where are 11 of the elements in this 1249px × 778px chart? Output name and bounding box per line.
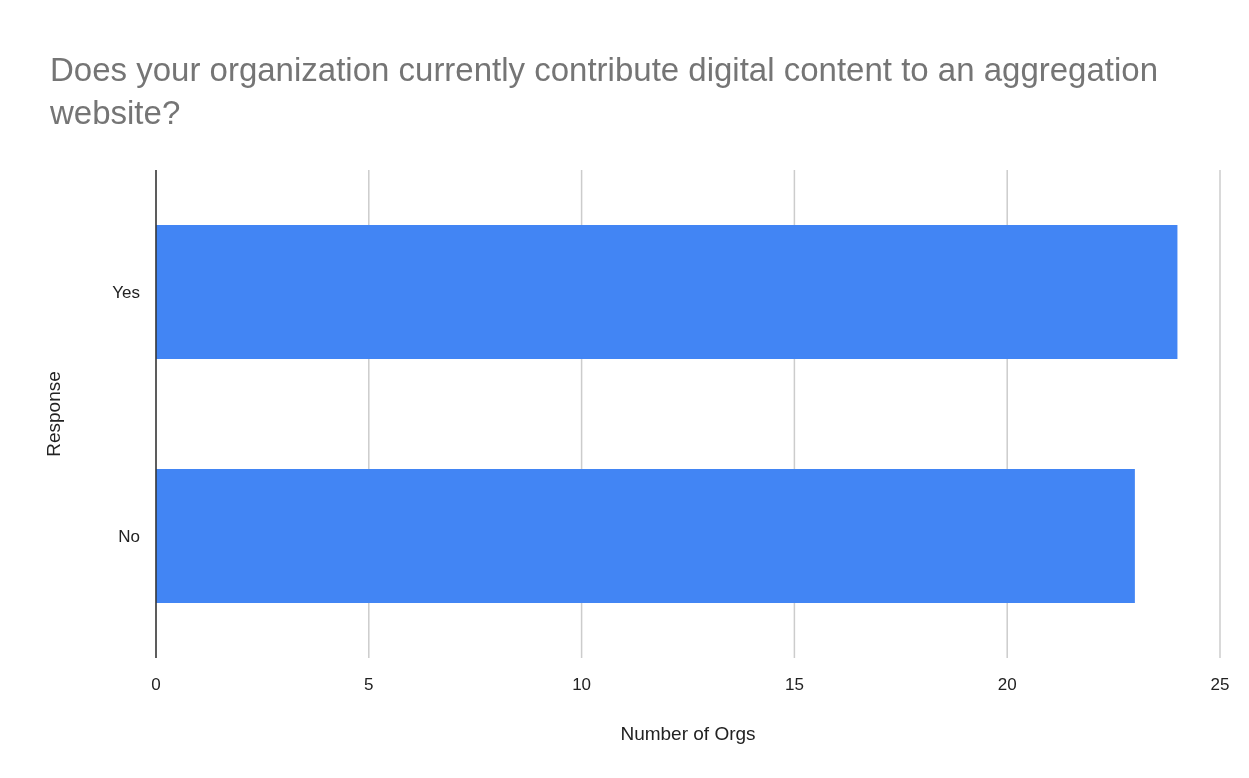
- x-tick-label: 25: [1210, 675, 1230, 695]
- y-tick-label: Yes: [112, 283, 140, 303]
- x-tick-label: 15: [784, 675, 804, 695]
- x-tick-label: 0: [151, 675, 161, 695]
- x-axis-title: Number of Orgs: [620, 723, 756, 744]
- y-tick-label: No: [118, 527, 140, 547]
- y-axis-title: Response: [42, 371, 64, 457]
- x-tick-label: 5: [364, 675, 374, 695]
- x-tick-label: 20: [997, 675, 1017, 695]
- chart-title: Does your organization currently contribute digital content to an aggregation website?: [49, 50, 1159, 133]
- x-tick-label: 10: [572, 675, 592, 695]
